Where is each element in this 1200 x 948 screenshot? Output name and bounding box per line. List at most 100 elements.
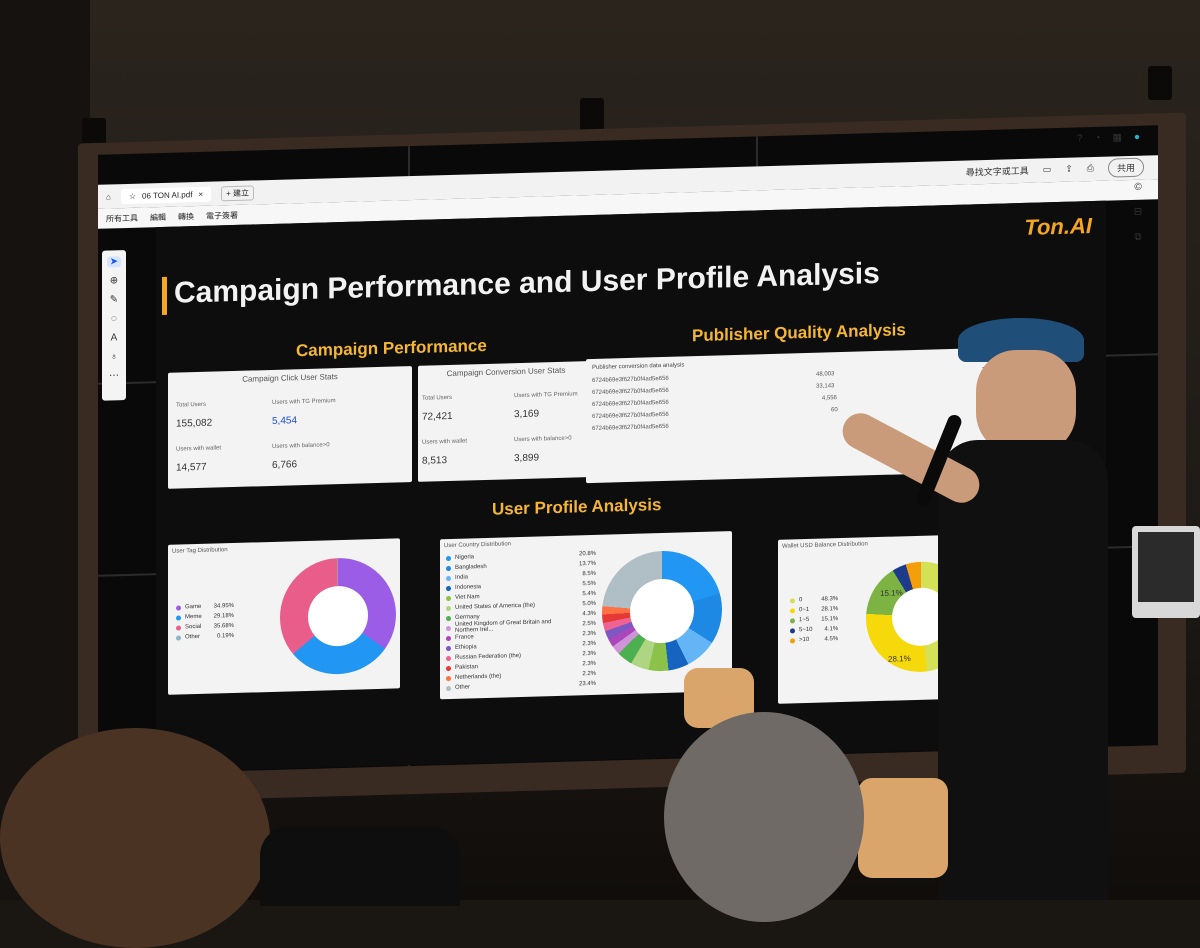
- legend-value: 15.1%: [821, 616, 839, 623]
- legend-label: Social: [185, 623, 202, 631]
- document-tab[interactable]: ☆ 06 TON AI.pdf ×: [120, 186, 212, 204]
- menu-all-tools[interactable]: 所有工具: [106, 213, 138, 224]
- wall-speaker: [1148, 66, 1172, 100]
- publisher-cell: 6724b69e3f627b0f4ad5e656: [592, 375, 669, 385]
- stat-value: 155,082: [176, 417, 213, 430]
- stat-label: Users with wallet: [176, 445, 222, 453]
- save-icon[interactable]: ▭: [1042, 164, 1052, 175]
- click-premium-users: Users with TG Premium 5,454: [272, 398, 336, 427]
- legend-swatch: [446, 645, 451, 651]
- legend-swatch: [446, 585, 451, 591]
- pen-icon[interactable]: ✎: [109, 294, 119, 306]
- wallet-slice-label: 15.1%: [880, 588, 903, 598]
- legend-value: 2.3%: [582, 650, 596, 658]
- conversion-stats-title: Campaign Conversion User Stats: [446, 365, 566, 379]
- stat-label: Users with balance>0: [514, 435, 572, 444]
- presenter-head: [976, 350, 1076, 454]
- conversion-balance-users: Users with balance>0 3,899: [514, 436, 572, 465]
- seat-back: [260, 826, 460, 906]
- wallet-distribution-title: Wallet USD Balance Distribution: [782, 541, 868, 550]
- legend-swatch: [446, 605, 451, 611]
- bookmark-icon[interactable]: ⊟: [1133, 206, 1143, 218]
- close-icon[interactable]: ×: [198, 189, 204, 199]
- legend-value: 5.5%: [582, 580, 596, 588]
- stat-value: 6,766: [272, 459, 298, 471]
- title-accent-bar: [162, 276, 167, 316]
- legend-label: Other: [185, 633, 201, 641]
- legend-item: >10 4.5%: [790, 634, 838, 645]
- stat-label: Users with TG Premium: [514, 391, 578, 400]
- legend-swatch: [790, 597, 795, 603]
- avatar[interactable]: ●: [1133, 131, 1140, 143]
- stat-label: Total Users: [422, 394, 453, 402]
- legend-value: 29.18%: [213, 613, 235, 620]
- viewer-top-icons: ? ◔ ▦ ●: [1077, 132, 1140, 145]
- share-button[interactable]: 共用: [1107, 157, 1144, 178]
- more-icon[interactable]: ⋯: [109, 370, 119, 382]
- audience-head: [664, 712, 864, 922]
- legend-swatch: [176, 604, 181, 611]
- upload-icon[interactable]: ⇪: [1065, 163, 1073, 174]
- home-icon[interactable]: ⌂: [106, 191, 111, 202]
- country-distribution-title: User Country Distribution: [444, 541, 512, 550]
- legend-label: 0: [799, 597, 803, 604]
- stat-label: Users with wallet: [422, 438, 468, 446]
- legend-value: 2.5%: [582, 620, 596, 628]
- section-campaign-title: Campaign Performance: [296, 335, 487, 361]
- right-tool-rail: © ⊟ ⧉: [1126, 181, 1150, 243]
- legend-swatch: [176, 634, 181, 641]
- lasso-icon[interactable]: ◌: [111, 313, 117, 325]
- stat-value: 3,169: [514, 408, 540, 421]
- new-tab-label: 建立: [233, 188, 249, 198]
- apps-icon[interactable]: ▦: [1112, 132, 1122, 144]
- section-profile-title: User Profile Analysis: [492, 495, 662, 519]
- legend-value: 4.5%: [824, 636, 839, 643]
- legend-swatch: [790, 607, 795, 613]
- star-icon[interactable]: ☆: [128, 191, 137, 201]
- publisher-cell: 6724b69e3f627b0f4ad5e656: [592, 399, 669, 409]
- legend-swatch: [446, 675, 451, 681]
- menu-e-sign[interactable]: 電子簽署: [206, 210, 238, 221]
- legend-swatch: [446, 575, 451, 581]
- country-legend: Nigeria 20.8% Bangladesh 13.7% India 8.5% Indo…: [446, 549, 596, 693]
- side-monitor: [1132, 526, 1200, 618]
- stat-value: 5,454: [272, 415, 298, 427]
- cursor-icon[interactable]: ➤: [106, 256, 122, 268]
- menu-edit[interactable]: 編輯: [150, 212, 166, 222]
- publisher-cell: 6724b69e3f627b0f4ad5e656: [592, 387, 669, 397]
- legend-value: 28.1%: [821, 606, 839, 613]
- print-icon[interactable]: ⎙: [1086, 162, 1094, 174]
- publisher-cell: 6724b69e3f627b0f4ad5e656: [592, 423, 669, 433]
- legend-label: Other: [455, 684, 471, 691]
- audience-head: [0, 728, 270, 948]
- help-icon[interactable]: ?: [1076, 133, 1083, 145]
- click-stats-title: Campaign Click User Stats: [242, 372, 338, 384]
- legend-value: 8.5%: [582, 570, 596, 578]
- conversion-wallet-users: Users with wallet 8,513: [422, 438, 467, 466]
- zoom-icon[interactable]: ⊕: [109, 275, 119, 287]
- pages-icon[interactable]: ⧉: [1134, 231, 1142, 243]
- conversion-total-users: Total Users 72,421: [422, 395, 453, 423]
- legend-swatch: [446, 565, 451, 571]
- text-icon[interactable]: A: [110, 332, 118, 344]
- stamp-icon[interactable]: ♁: [110, 351, 118, 363]
- legend-value: 4.1%: [824, 626, 839, 633]
- stat-label: Users with balance>0: [272, 442, 330, 450]
- new-tab-button[interactable]: + 建立: [221, 184, 254, 201]
- legend-value: 23.4%: [578, 680, 596, 688]
- search-tools-label[interactable]: 尋找文字或工具: [965, 165, 1029, 178]
- legend-swatch: [446, 665, 451, 671]
- comment-icon[interactable]: ©: [1134, 181, 1142, 193]
- tag-distribution-panel: User Tag Distribution Game 34.95% Meme 29.1…: [168, 538, 400, 695]
- menu-convert[interactable]: 轉換: [178, 211, 194, 222]
- legend-value: 2.3%: [582, 630, 596, 638]
- side-monitor-screen: [1138, 532, 1194, 602]
- legend-swatch: [446, 685, 451, 691]
- legend-value: 4.3%: [582, 610, 596, 618]
- legend-value: 2.3%: [582, 660, 596, 668]
- legend-value: 5.4%: [582, 590, 596, 598]
- click-wallet-users: Users with wallet 14,577: [176, 445, 221, 473]
- bell-icon[interactable]: ◔: [1094, 132, 1101, 144]
- wallet-legend: 0 48.3% 0~1 28.1% 1~5 15.1% 5~10 4.1% >10 4.5%: [790, 594, 838, 645]
- legend-label: >10: [799, 636, 810, 644]
